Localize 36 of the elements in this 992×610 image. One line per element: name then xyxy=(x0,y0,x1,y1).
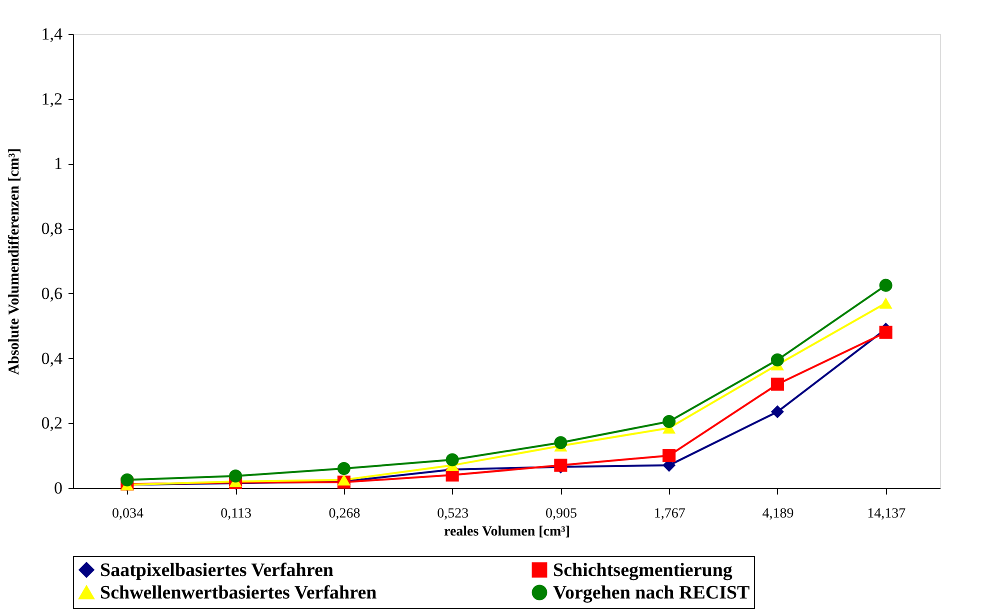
point xyxy=(770,405,784,418)
y-tick-label: 1,2 xyxy=(41,89,62,108)
y-tick-label: 1,4 xyxy=(41,24,63,44)
x-tick-label: 0,268 xyxy=(328,506,360,522)
x-axis-title: reales Volumen [cm³] xyxy=(444,524,570,540)
point xyxy=(554,436,568,450)
point xyxy=(337,462,350,476)
y-tick-label: 0,4 xyxy=(41,348,63,368)
point xyxy=(337,474,350,486)
y-tick-label: 0,8 xyxy=(41,219,62,238)
point xyxy=(662,449,676,462)
point xyxy=(879,278,892,292)
y-tick-label: 1 xyxy=(54,154,62,174)
y-tick-label: 0,6 xyxy=(41,284,62,303)
point xyxy=(120,473,134,486)
x-tick-label: 14,137 xyxy=(867,506,906,522)
point xyxy=(879,298,892,309)
x-tick-label: 4,189 xyxy=(762,506,794,522)
x-tick-label: 0,113 xyxy=(220,506,252,522)
legend-label: Schwellenwertbasiertes Verfahren xyxy=(100,582,378,604)
legend-label: Saatpixelbasiertes Verfahren xyxy=(100,560,334,581)
x-tick-label: 0,523 xyxy=(437,506,469,522)
point xyxy=(229,469,242,483)
point xyxy=(770,378,784,391)
x-tick-label: 0,905 xyxy=(545,506,577,522)
legend-label: Vorgehen nach RECIST xyxy=(553,582,750,604)
legend-label: Schichtsegmentierung xyxy=(553,560,733,581)
point xyxy=(770,353,784,366)
point xyxy=(879,326,892,339)
x-tick-label: 1,767 xyxy=(654,506,686,522)
point xyxy=(446,453,459,466)
x-tick-label: 0,034 xyxy=(112,506,144,522)
y-axis-title: Absolute Volumendifferenzen [cm³] xyxy=(6,148,22,375)
y-tick-label: 0,2 xyxy=(41,414,62,433)
y-tick-label: 0 xyxy=(54,478,62,498)
point xyxy=(662,415,676,428)
